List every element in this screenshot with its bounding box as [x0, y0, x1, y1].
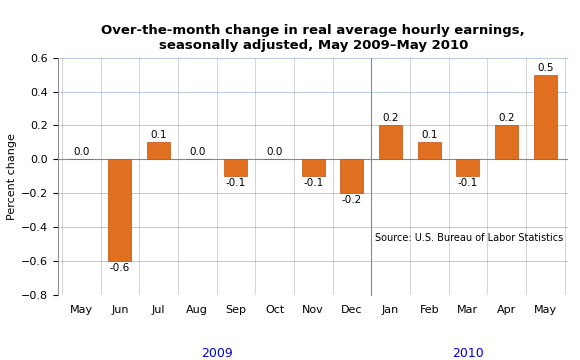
Text: -0.1: -0.1 [458, 179, 478, 188]
Bar [302, 159, 325, 176]
Text: 0.5: 0.5 [537, 63, 553, 72]
Text: 0.0: 0.0 [189, 147, 205, 157]
Text: 0.0: 0.0 [73, 147, 89, 157]
Text: -0.2: -0.2 [342, 195, 362, 206]
Bar [379, 126, 402, 159]
Text: -0.1: -0.1 [226, 179, 246, 188]
Title: Over-the-month change in real average hourly earnings,
seasonally adjusted, May : Over-the-month change in real average ho… [102, 24, 525, 52]
Text: -0.6: -0.6 [110, 263, 130, 273]
Text: 0.2: 0.2 [498, 113, 515, 123]
Bar [456, 159, 480, 176]
Bar [108, 159, 132, 261]
Text: 0.0: 0.0 [266, 147, 282, 157]
Bar [534, 75, 557, 159]
Bar [495, 126, 518, 159]
Text: 0.2: 0.2 [382, 113, 399, 123]
Bar [224, 159, 248, 176]
Bar [147, 143, 170, 159]
Text: -0.1: -0.1 [303, 179, 323, 188]
Text: 0.1: 0.1 [150, 130, 167, 140]
Text: 2009: 2009 [201, 347, 233, 360]
Y-axis label: Percent change: Percent change [7, 133, 17, 220]
Bar [418, 143, 441, 159]
Text: Source: U.S. Bureau of Labor Statistics: Source: U.S. Bureau of Labor Statistics [375, 233, 563, 243]
Text: 2010: 2010 [452, 347, 484, 360]
Bar [340, 159, 364, 193]
Text: 0.1: 0.1 [421, 130, 437, 140]
